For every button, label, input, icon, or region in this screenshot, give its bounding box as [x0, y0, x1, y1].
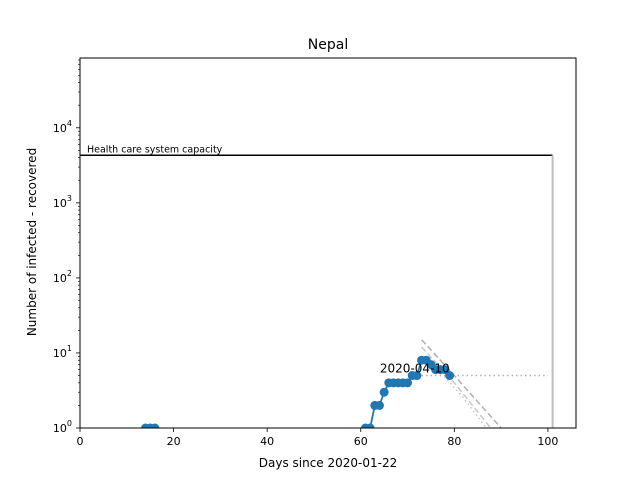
data-point	[412, 371, 422, 381]
x-axis: 0 20 40 60 80 100	[77, 428, 558, 448]
capacity-label: Health care system capacity	[87, 144, 223, 155]
data-point	[150, 423, 160, 428]
projection-line	[421, 339, 502, 428]
y-axis: 100 101 102 103 104	[53, 59, 80, 435]
y-tick-label: 103	[53, 194, 72, 210]
x-tick-label: 100	[537, 435, 558, 448]
x-tick-label: 40	[260, 435, 274, 448]
date-annotation: 2020-04-10	[380, 362, 450, 376]
y-tick-label: 100	[53, 419, 72, 435]
data-point	[403, 378, 413, 388]
plot-frame	[79, 57, 577, 429]
data-point	[379, 387, 389, 397]
x-tick-label: 60	[354, 435, 368, 448]
x-axis-label: Days since 2020-01-22	[259, 456, 398, 470]
y-tick-label: 101	[53, 344, 72, 360]
projection-line	[421, 346, 492, 428]
x-tick-label: 0	[77, 435, 84, 448]
data-point	[445, 371, 455, 381]
x-tick-label: 20	[167, 435, 181, 448]
y-tick-label: 104	[53, 119, 72, 135]
x-tick-label: 80	[447, 435, 461, 448]
y-axis-label: Number of infected - recovered	[25, 148, 39, 336]
data-point	[365, 423, 375, 428]
data-point	[374, 400, 384, 410]
chart-title: Nepal	[308, 37, 348, 53]
y-tick-label: 102	[53, 269, 72, 285]
plot-area: Health care system capacity 2020-04-10	[80, 144, 554, 428]
